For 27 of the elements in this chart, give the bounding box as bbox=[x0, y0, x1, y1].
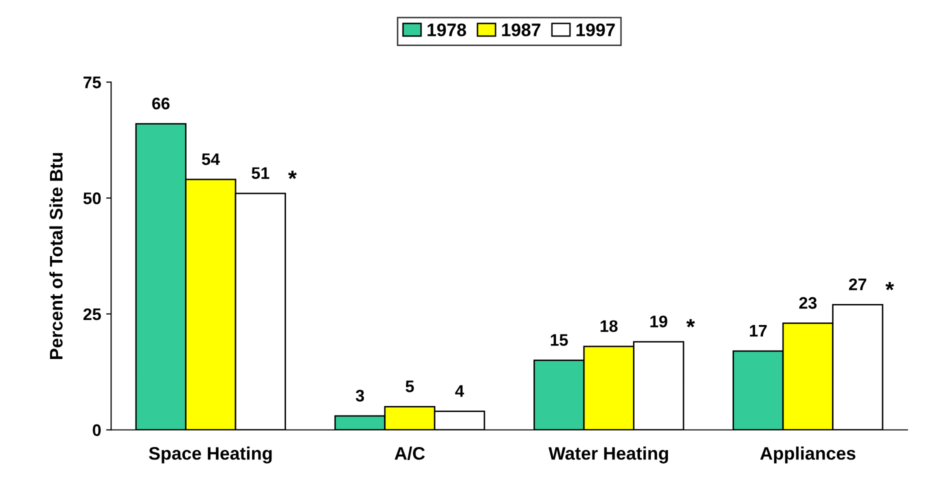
x-tick-label: Appliances bbox=[760, 446, 856, 464]
x-tick-label: Water Heating bbox=[548, 446, 668, 464]
data-label: 5 bbox=[406, 380, 414, 392]
data-label: 3 bbox=[356, 390, 364, 402]
data-label: 15 bbox=[550, 334, 568, 346]
data-label: 23 bbox=[799, 297, 817, 309]
y-tick-label: 50 bbox=[83, 192, 101, 204]
annotation: * bbox=[288, 170, 297, 179]
data-label: 19 bbox=[650, 316, 668, 328]
y-tick-label: 0 bbox=[92, 424, 101, 436]
y-axis-title: Percent of Total Site Btu bbox=[49, 153, 63, 359]
data-label: 54 bbox=[202, 153, 220, 166]
data-label: 17 bbox=[750, 325, 767, 336]
legend-label: 1978 bbox=[428, 23, 466, 36]
x-tick-label: Space Heating bbox=[148, 446, 272, 464]
legend-label: 1987 bbox=[502, 23, 540, 36]
annotation: * bbox=[885, 282, 894, 290]
legend-label: 1997 bbox=[576, 23, 615, 36]
y-tick-label: 75 bbox=[84, 76, 101, 88]
data-label: 66 bbox=[152, 98, 170, 110]
y-tick-label: 25 bbox=[83, 308, 101, 320]
data-label: 27 bbox=[849, 278, 866, 290]
data-label: 18 bbox=[600, 320, 618, 332]
annotation: * bbox=[686, 319, 695, 328]
x-tick-label: A/C bbox=[394, 446, 425, 460]
data-label: 4 bbox=[455, 385, 464, 397]
data-label: 51 bbox=[252, 167, 270, 179]
